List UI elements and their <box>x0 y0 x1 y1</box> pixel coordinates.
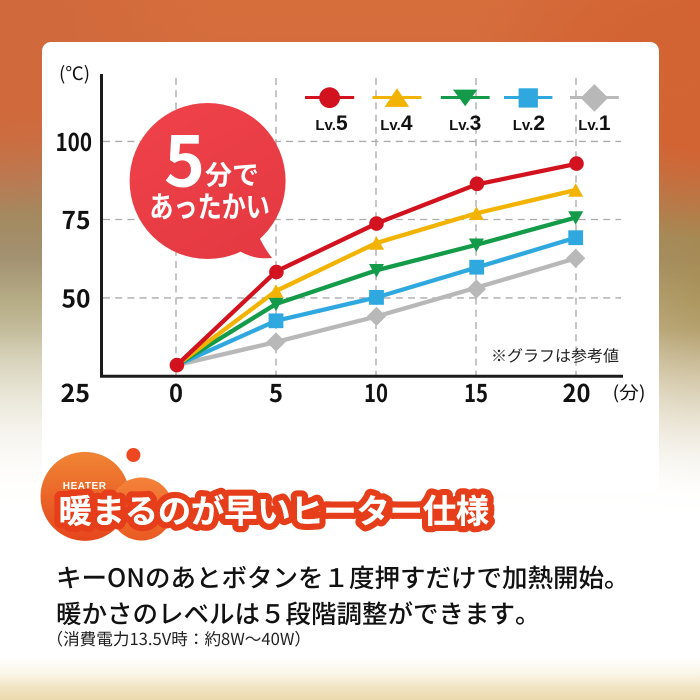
svg-text:5: 5 <box>269 375 283 410</box>
svg-text:(℃): (℃) <box>59 60 90 86</box>
svg-text:Lv.3: Lv.3 <box>449 112 481 135</box>
svg-text:(分): (分) <box>613 379 646 405</box>
svg-text:Lv.4: Lv.4 <box>380 112 413 135</box>
svg-text:HEATER: HEATER <box>63 481 107 492</box>
svg-text:Lv.2: Lv.2 <box>513 112 545 135</box>
svg-text:分で: 分で <box>205 154 259 193</box>
svg-text:20: 20 <box>563 375 591 410</box>
svg-text:Lv.1: Lv.1 <box>578 112 611 135</box>
svg-text:暖まるのが早いヒーター仕様: 暖まるのが早いヒーター仕様 <box>59 484 489 533</box>
svg-text:50: 50 <box>62 281 91 316</box>
svg-text:5: 5 <box>164 106 205 207</box>
svg-text:25: 25 <box>61 375 91 410</box>
svg-text:75: 75 <box>62 202 91 237</box>
svg-text:Lv.5: Lv.5 <box>315 112 348 135</box>
svg-text:15: 15 <box>464 375 488 410</box>
svg-text:あったかい: あったかい <box>149 183 270 227</box>
svg-text:0: 0 <box>169 375 183 410</box>
svg-text:※グラフは参考値: ※グラフは参考値 <box>491 343 619 367</box>
svg-text:100: 100 <box>56 124 93 159</box>
svg-text:10: 10 <box>364 375 388 410</box>
svg-text:暖まるのが早いヒーター仕様: 暖まるのが早いヒーター仕様 <box>59 484 489 533</box>
